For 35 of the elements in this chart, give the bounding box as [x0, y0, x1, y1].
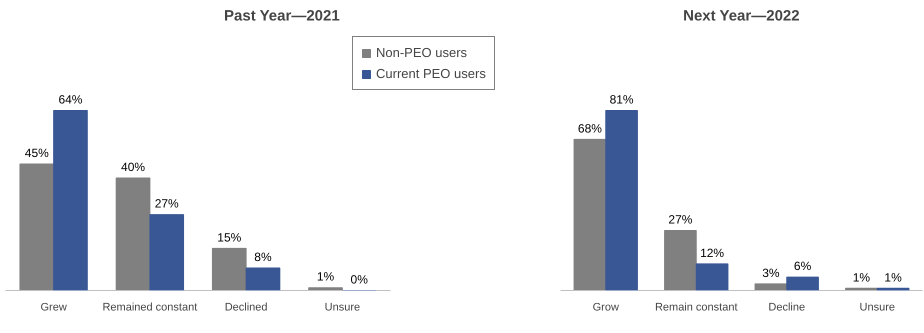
- data-label: 27%: [668, 212, 693, 226]
- data-label: 6%: [794, 259, 812, 274]
- x-tick-label: Grew: [40, 302, 67, 314]
- data-label: 40%: [121, 160, 146, 174]
- data-label: 0%: [350, 272, 368, 286]
- data-label: 1%: [852, 270, 870, 284]
- bar: [605, 110, 638, 290]
- data-label: 81%: [610, 92, 634, 106]
- data-label: 8%: [254, 250, 272, 264]
- data-label: 64%: [58, 92, 83, 106]
- bar: [149, 214, 184, 290]
- chart-title: Past Year—2021: [224, 8, 340, 24]
- data-label: 68%: [578, 121, 602, 136]
- bar: [876, 288, 910, 290]
- data-label: 45%: [24, 146, 50, 160]
- bar: [246, 268, 280, 290]
- x-tick-label: Decline: [768, 302, 806, 314]
- legend-label: Non-PEO users: [376, 45, 468, 60]
- x-tick-label: Declined: [224, 302, 268, 314]
- x-tick-label: Unsure: [324, 302, 360, 314]
- bar: [786, 276, 819, 290]
- data-label: 12%: [700, 246, 724, 260]
- data-label: 27%: [154, 196, 180, 211]
- x-tick-label: Remain constant: [654, 302, 738, 314]
- chart-title: Next Year—2022: [683, 8, 800, 24]
- data-label: 1%: [316, 270, 335, 284]
- data-label: 3%: [762, 266, 780, 280]
- x-tick-label: Grow: [592, 302, 619, 314]
- data-label: 1%: [884, 270, 902, 284]
- data-label: 15%: [217, 230, 242, 244]
- x-tick-label: Remained constant: [102, 302, 198, 314]
- legend-label: Current PEO users: [376, 66, 486, 81]
- x-tick-label: Unsure: [860, 302, 895, 314]
- bar: [53, 110, 88, 290]
- bar: [696, 263, 728, 290]
